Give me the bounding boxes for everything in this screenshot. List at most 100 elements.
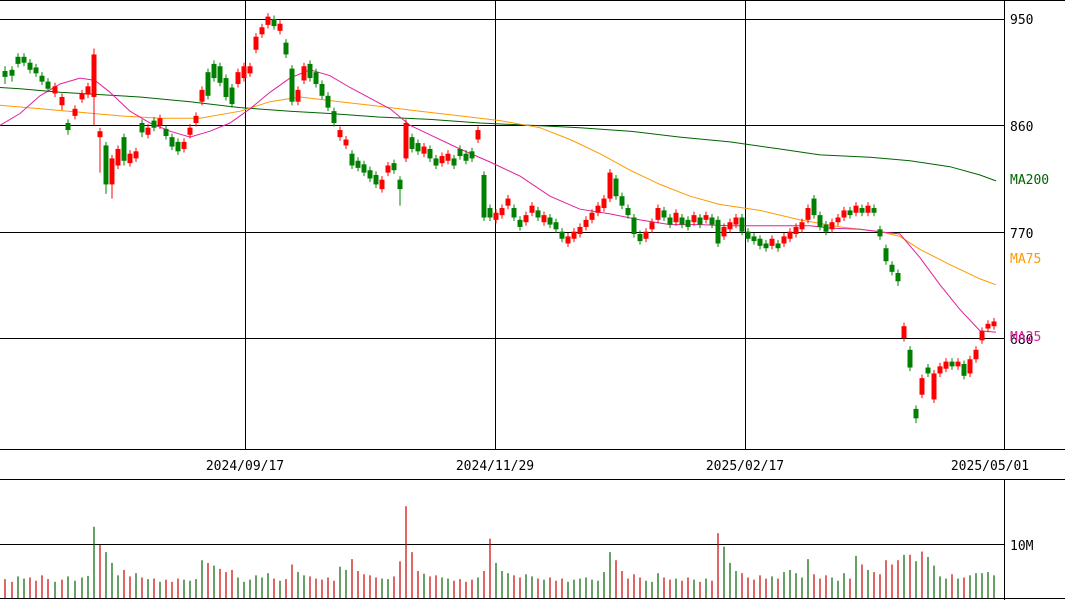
candle-body <box>45 81 51 89</box>
candle-body <box>247 66 253 74</box>
candle-body <box>283 42 289 55</box>
candle-body <box>889 264 895 272</box>
candle-body <box>79 93 85 100</box>
candle-body <box>355 160 361 168</box>
candle-down <box>397 176 403 206</box>
candle-down <box>889 261 895 276</box>
candle-up <box>835 213 841 226</box>
candle-up <box>109 154 115 199</box>
candle-up <box>133 147 139 162</box>
candle-down <box>715 216 721 248</box>
candle-body <box>217 66 223 83</box>
candle-down <box>205 68 211 100</box>
candle-down <box>811 195 817 219</box>
candle-body <box>337 130 343 138</box>
candle-down <box>883 244 889 265</box>
candle-body <box>919 378 925 395</box>
candle-body <box>235 72 241 84</box>
candle-up <box>703 211 709 224</box>
candle-body <box>277 23 283 31</box>
candle-down <box>619 192 625 210</box>
candle-body <box>607 172 613 199</box>
candle-body <box>601 198 607 209</box>
candle-up <box>787 228 793 243</box>
candle-down <box>487 204 493 222</box>
candle-body <box>793 226 799 235</box>
candle-body <box>679 217 685 225</box>
candle-down <box>355 157 361 172</box>
candle-down <box>775 239 781 252</box>
candle-up <box>793 223 799 238</box>
candle-up <box>529 202 535 217</box>
price-panel-frame <box>0 0 1065 450</box>
candle-up <box>583 216 589 231</box>
candle-down <box>511 204 517 222</box>
candle-body <box>523 215 529 223</box>
candle-body <box>817 215 823 227</box>
candle-body <box>799 222 805 230</box>
y-tick-label: 860 <box>1010 120 1033 135</box>
candle-up <box>337 126 343 141</box>
candle-body <box>2 70 8 77</box>
ma200-line <box>0 87 997 182</box>
candle-down <box>289 65 295 106</box>
candle-down <box>175 138 181 155</box>
candle-down <box>925 363 931 377</box>
candlesticks <box>2 13 997 424</box>
y-tick-label: 950 <box>1010 13 1033 28</box>
candle-down <box>757 235 763 250</box>
candle-body <box>979 330 985 341</box>
candle-body <box>925 367 931 374</box>
candle-body <box>631 217 637 235</box>
candle-up <box>865 202 871 217</box>
candle-up <box>505 195 511 210</box>
volume-panel-frame <box>0 480 1065 600</box>
candle-up <box>97 127 103 173</box>
candle-body <box>115 148 121 166</box>
candle-body <box>577 226 583 235</box>
candle-body <box>655 208 661 220</box>
candle-down <box>27 59 33 74</box>
volume-bars <box>4 506 995 598</box>
candle-up <box>601 195 607 212</box>
candle-body <box>205 72 211 96</box>
y-tick-label: 770 <box>1010 227 1033 242</box>
candle-body <box>499 208 505 216</box>
candle-up <box>421 143 427 158</box>
candle-up <box>343 135 349 149</box>
candle-body <box>139 122 145 133</box>
candle-up <box>403 119 409 162</box>
candle-down <box>907 346 913 372</box>
candle-body <box>39 75 45 82</box>
candle-body <box>841 210 847 218</box>
candle-body <box>751 236 757 242</box>
candle-body <box>913 408 919 419</box>
candle-body <box>361 164 367 173</box>
candle-up <box>943 358 949 373</box>
candle-down <box>163 125 169 140</box>
candle-body <box>259 27 265 35</box>
candle-body <box>859 208 865 213</box>
candle-body <box>493 212 499 220</box>
candle-body <box>367 170 373 179</box>
candle-body <box>427 148 433 159</box>
candle-body <box>703 215 709 220</box>
candle-body <box>895 273 901 282</box>
candle-up <box>589 209 595 224</box>
candle-up <box>973 346 979 363</box>
candle-body <box>103 145 109 185</box>
candle-body <box>307 63 313 79</box>
candle-up <box>445 150 451 165</box>
candle-body <box>193 115 199 123</box>
candle-body <box>715 219 721 244</box>
volume-tick-label: 10M <box>1010 539 1034 554</box>
y-axis-labels: 950 860 770 680 <box>1010 13 1033 348</box>
candle-body <box>157 118 163 126</box>
x-tick-label: 2025/02/17 <box>706 459 784 474</box>
candle-down <box>709 213 715 229</box>
candle-down <box>913 405 919 424</box>
candle-body <box>727 222 733 230</box>
candle-body <box>967 359 973 374</box>
candle-down <box>559 228 565 243</box>
